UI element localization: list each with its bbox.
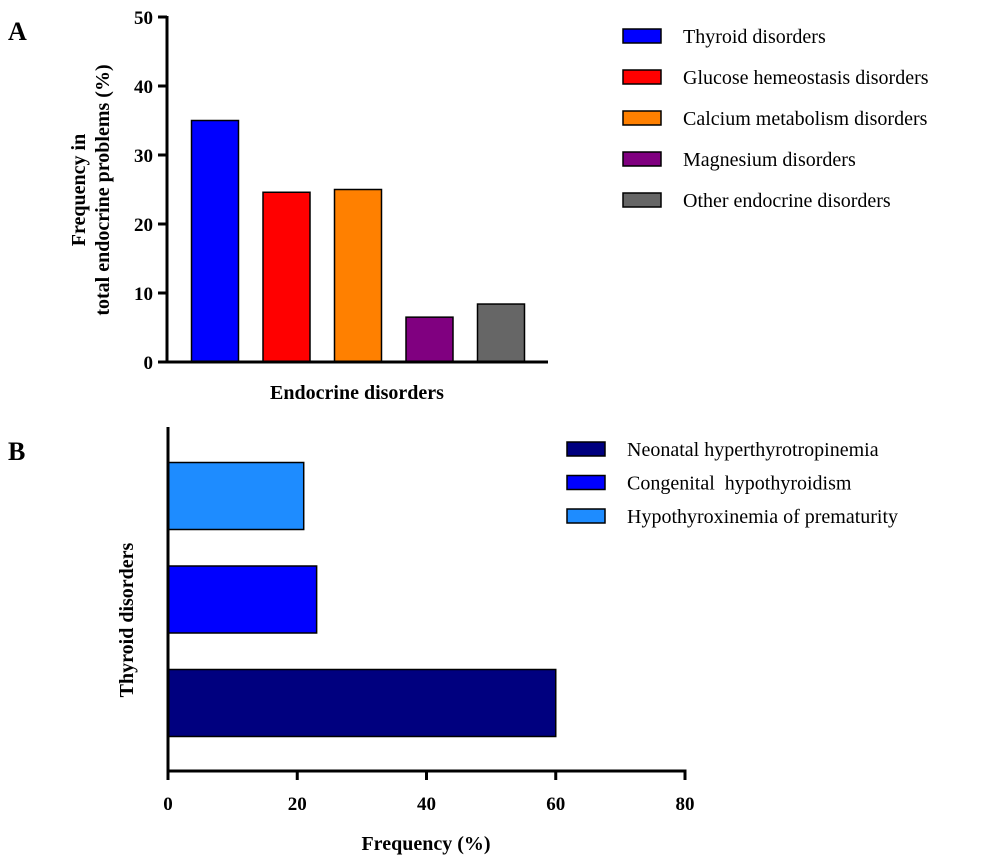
- bar-glucose-hemeostasis-disorders: [262, 191, 311, 363]
- legend-label-glucose-hemeostasis-disorders: Glucose hemeostasis disorders: [683, 67, 929, 89]
- bar-thyroid-disorders: [190, 119, 240, 363]
- panel-b-letter: B: [8, 437, 25, 466]
- y-tick-label: 50: [134, 8, 153, 29]
- legend-label-calcium-metabolism-disorders: Calcium metabolism disorders: [683, 108, 928, 130]
- panel-b-legend: Neonatal hyperthyrotropinemia Congenital …: [566, 439, 898, 528]
- y-axis-title-text: Frequency in total endocrine problems (%): [68, 64, 114, 315]
- panel-a-legend: Thyroid disorders Glucose hemeostasis dis…: [622, 26, 929, 212]
- legend-label-thyroid-disorders: Thyroid disorders: [683, 26, 826, 48]
- legend-swatch: [622, 69, 662, 85]
- legend-swatch: [566, 441, 606, 457]
- legend-label-magnesium-disorders: Magnesium disorders: [683, 149, 856, 171]
- bar-calcium-metabolism-disorders: [333, 188, 383, 363]
- bar-congenital-hypothyroidism: [167, 565, 318, 634]
- x-tick-label: 80: [676, 794, 695, 815]
- bar-hypothyroxinemia-of-prematurity: [167, 461, 305, 531]
- y-tick-label: 10: [134, 284, 153, 305]
- legend-swatch: [622, 151, 662, 167]
- panel-a-y-axis-title: Frequency in total endocrine problems (%): [68, 64, 114, 315]
- panel-b-bars: [167, 461, 557, 738]
- x-tick-label: 60: [546, 794, 565, 815]
- panel-a-x-axis-title: Endocrine disorders: [270, 382, 444, 404]
- panel-b-y-axis-title: Thyroid disorders: [116, 542, 138, 697]
- legend-swatch: [622, 28, 662, 44]
- panel-a-y-ticks: 0 10 20 30 40 50: [134, 8, 167, 374]
- legend-swatch: [622, 110, 662, 126]
- y-axis-title-line: Frequency in: [68, 134, 90, 246]
- bar-magnesium-disorders: [405, 316, 454, 363]
- legend-label-neonatal-hyperthyrotropinemia: Neonatal hyperthyrotropinemia: [627, 439, 879, 461]
- panel-b-bar-chart: B Thyroid disorders 0 20 40 60 80 Frequency …: [8, 427, 898, 855]
- x-tick-label: 40: [417, 794, 436, 815]
- panel-b-x-axis-title: Frequency (%): [361, 833, 490, 855]
- legend-label-other-endocrine-disorders: Other endocrine disorders: [683, 190, 891, 212]
- x-tick-label: 0: [163, 794, 173, 815]
- y-tick-label: 0: [144, 353, 154, 374]
- legend-label-hypothyroxinemia-of-prematurity: Hypothyroxinemia of prematurity: [627, 506, 898, 528]
- y-tick-label: 30: [134, 146, 153, 167]
- y-tick-label: 20: [134, 215, 153, 236]
- panel-a-bar-chart: A Frequency in total endocrine problems (…: [8, 8, 929, 404]
- bar-neonatal-hyperthyrotropinemia: [167, 668, 557, 738]
- y-axis-title-line: total endocrine problems (%): [92, 64, 114, 315]
- panel-a-bars: [190, 119, 526, 363]
- panel-a-letter: A: [8, 17, 27, 46]
- bar-other-endocrine-disorders: [476, 303, 526, 363]
- y-tick-label: 40: [134, 77, 153, 98]
- legend-swatch: [566, 474, 606, 491]
- legend-label-congenital-hypothyroidism: Congenital hypothyroidism: [627, 473, 852, 495]
- legend-swatch: [622, 192, 662, 208]
- x-tick-label: 20: [288, 794, 307, 815]
- legend-swatch: [566, 508, 606, 524]
- panel-b-x-ticks: 0 20 40 60 80: [163, 771, 695, 815]
